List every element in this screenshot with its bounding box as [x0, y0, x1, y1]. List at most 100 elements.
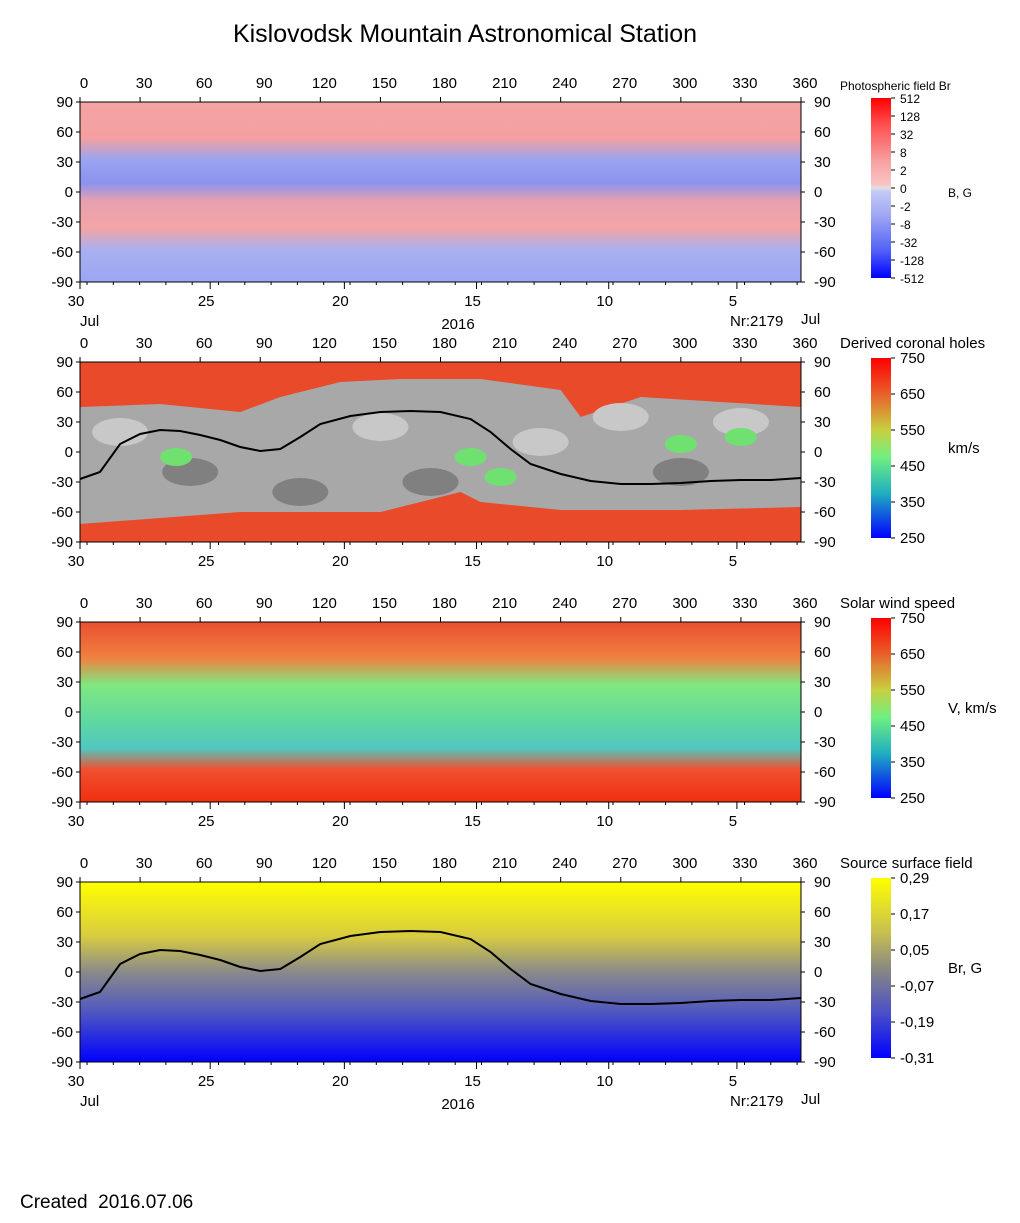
colorbar-tick-label: -0,31	[900, 1050, 934, 1067]
coronal-hole	[484, 468, 517, 486]
top-tick-label: 240	[552, 595, 577, 612]
top-tick-label: 300	[672, 855, 697, 872]
y-tick-label-right: -30	[814, 214, 836, 231]
top-tick-label: 0	[80, 595, 88, 612]
top-tick-label: 360	[792, 855, 817, 872]
gray-patch	[512, 428, 569, 456]
colorbar-tick-label: -32	[900, 236, 918, 250]
colorbar-tick-label: 8	[900, 146, 907, 160]
y-tick-label-left: -60	[51, 1024, 73, 1041]
y-tick-label-left: -60	[51, 764, 73, 781]
bottom-tick-label: 20	[332, 1073, 349, 1090]
gray-patch	[592, 403, 649, 431]
top-tick-label: 90	[256, 335, 273, 352]
bottom-tick-label: 30	[68, 553, 85, 570]
coronal-hole	[160, 448, 193, 466]
top-tick-label: 240	[552, 335, 577, 352]
top-tick-label: 330	[732, 855, 757, 872]
top-tick-label: 180	[432, 335, 457, 352]
bottom-tick-label: 15	[464, 293, 481, 310]
y-tick-label-right: 0	[814, 704, 822, 721]
created-date: Created 2016.07.06	[20, 1192, 194, 1213]
gray-patch	[272, 478, 329, 506]
colorbar-tick-label: -128	[900, 254, 924, 268]
top-tick-label: 270	[612, 855, 637, 872]
y-tick-label-left: 90	[56, 874, 73, 891]
colorbar-tick-label: 2	[900, 164, 907, 178]
bottom-tick-label: 15	[464, 1073, 481, 1090]
gray-patch	[712, 408, 769, 436]
top-tick-label: 360	[792, 595, 817, 612]
colorbar-tick-label: 450	[900, 458, 925, 475]
colorbar-tick-label: 0,29	[900, 870, 929, 887]
top-tick-label: 330	[732, 335, 757, 352]
colorbar	[871, 878, 891, 1058]
y-tick-label-left: 60	[56, 904, 73, 921]
colorbar	[871, 98, 891, 278]
y-tick-label-right: -60	[814, 1024, 836, 1041]
y-tick-label-right: 30	[814, 414, 831, 431]
coronal-hole	[724, 428, 757, 446]
top-tick-label: 210	[492, 855, 517, 872]
top-tick-label: 60	[196, 75, 213, 92]
bottom-tick-label: 25	[198, 813, 215, 830]
colorbar-tick-label: 450	[900, 718, 925, 735]
y-tick-label-left: 30	[56, 154, 73, 171]
y-tick-label-right: 60	[814, 644, 831, 661]
footer-month-right: Jul	[801, 1091, 820, 1108]
bottom-tick-label: 5	[729, 293, 737, 310]
y-tick-label-right: 0	[814, 964, 822, 981]
colorbar-title: Solar wind speed	[840, 595, 955, 612]
top-tick-label: 300	[672, 335, 697, 352]
bottom-tick-label: 5	[729, 1073, 737, 1090]
y-tick-label-right: 30	[814, 934, 831, 951]
colorbar-title: Derived coronal holes	[840, 335, 985, 352]
y-tick-label-left: -90	[51, 534, 73, 551]
colorbar-tick-label: 0,05	[900, 942, 929, 959]
colorbar	[871, 618, 891, 798]
page-title: Kislovodsk Mountain Astronomical Station	[232, 20, 698, 48]
y-tick-label-left: 30	[56, 414, 73, 431]
colorbar-tick-label: 250	[900, 530, 925, 547]
top-tick-label: 30	[136, 75, 153, 92]
bottom-tick-label: 20	[332, 293, 349, 310]
y-tick-label-right: 60	[814, 124, 831, 141]
colorbar-unit: B, G	[948, 186, 972, 200]
bottom-tick-label: 25	[198, 1073, 215, 1090]
top-tick-label: 60	[196, 335, 213, 352]
map-field	[80, 102, 801, 282]
top-tick-label: 210	[492, 75, 517, 92]
top-tick-label: 150	[372, 335, 397, 352]
top-tick-label: 150	[372, 595, 397, 612]
bottom-tick-label: 10	[596, 293, 613, 310]
gray-patch	[352, 413, 409, 441]
y-tick-label-left: 0	[65, 964, 73, 981]
colorbar-tick-label: 128	[900, 110, 920, 124]
colorbar-tick-label: -0,19	[900, 1014, 934, 1031]
y-tick-label-left: -60	[51, 504, 73, 521]
top-tick-label: 270	[612, 75, 637, 92]
top-tick-label: 60	[196, 595, 213, 612]
colorbar-tick-label: 550	[900, 422, 925, 439]
colorbar-tick-label: 512	[900, 92, 920, 106]
colorbar-title: Photospheric field Br	[840, 79, 951, 93]
top-tick-label: 90	[256, 595, 273, 612]
map-field	[80, 882, 801, 1062]
top-tick-label: 240	[552, 75, 577, 92]
y-tick-label-left: 30	[56, 674, 73, 691]
bottom-tick-label: 25	[198, 293, 215, 310]
footer-year: 2016	[441, 316, 474, 333]
colorbar-tick-label: 350	[900, 754, 925, 771]
y-tick-label-right: 90	[814, 94, 831, 111]
y-tick-label-right: 0	[814, 184, 822, 201]
top-tick-label: 330	[732, 595, 757, 612]
top-tick-label: 360	[792, 335, 817, 352]
top-tick-label: 300	[672, 75, 697, 92]
top-tick-label: 0	[80, 75, 88, 92]
y-tick-label-right: 30	[814, 154, 831, 171]
